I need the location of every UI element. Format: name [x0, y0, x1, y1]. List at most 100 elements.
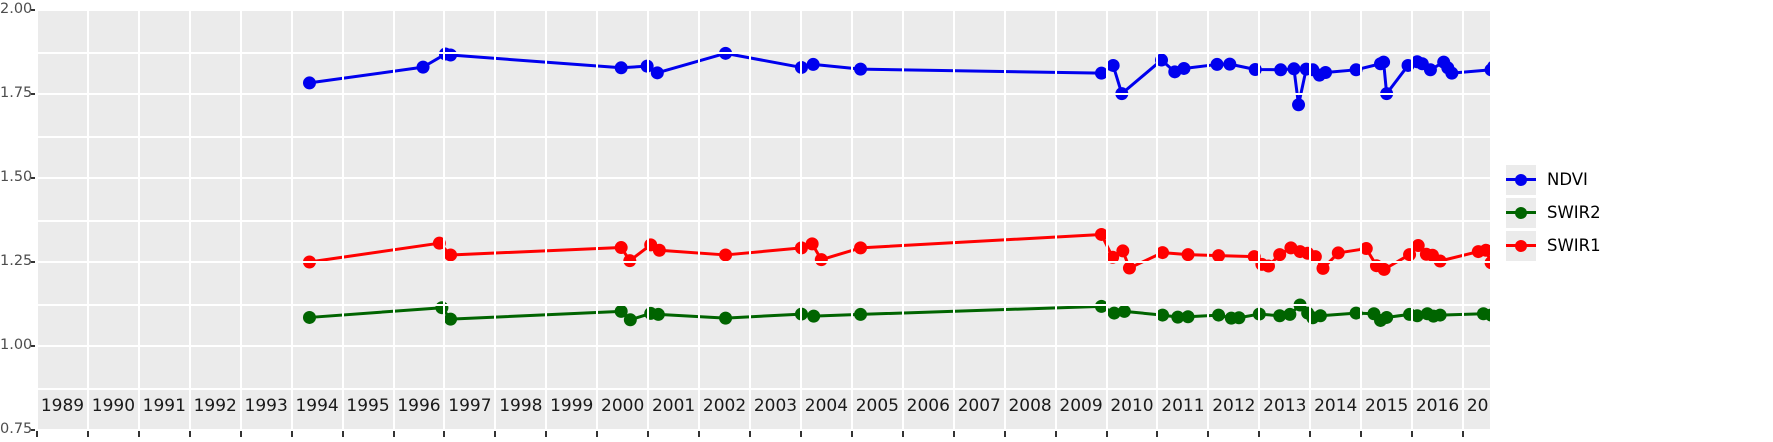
x-tick-label-2001: 2001 — [651, 396, 696, 416]
x-tick-label-2013: 2013 — [1263, 396, 1307, 416]
data-point — [1313, 309, 1327, 323]
x-tick-label-1991: 1991 — [142, 396, 186, 416]
data-point — [1377, 262, 1391, 276]
data-point — [651, 307, 665, 321]
x-tick-label-1990: 1990 — [91, 396, 136, 416]
legend-label: SWIR2 — [1547, 203, 1601, 222]
x-tick-mark — [647, 431, 650, 437]
data-point — [1411, 239, 1425, 253]
data-point — [854, 241, 868, 255]
data-point — [1273, 309, 1287, 323]
x-tick-mark — [1258, 431, 1261, 437]
x-tick-mark — [799, 431, 802, 437]
x-tick-mark — [1156, 431, 1159, 437]
data-point — [1274, 63, 1288, 77]
x-tick-label-2012: 2012 — [1212, 396, 1256, 416]
data-point — [650, 66, 664, 80]
data-point — [623, 313, 637, 327]
series-line — [307, 303, 1490, 322]
y-tick-label-1.25: 1.25 — [0, 253, 33, 269]
x-tick-mark — [494, 431, 497, 437]
gridline-vertical-major — [545, 10, 548, 430]
legend-label: NDVI — [1547, 170, 1588, 189]
legend: NDVI SWIR2 SWIR1 — [1506, 163, 1766, 262]
data-point — [1287, 62, 1301, 76]
x-tick-label-1992: 1992 — [193, 396, 237, 416]
x-tick-label-2008: 2008 — [1008, 396, 1052, 416]
x-tick-label-1993: 1993 — [244, 396, 288, 416]
data-point — [623, 254, 637, 268]
gridline-vertical-major — [1258, 10, 1261, 430]
x-tick-mark — [698, 431, 701, 437]
gridline-vertical-major — [799, 10, 802, 430]
gridline-vertical-major — [494, 10, 497, 430]
legend-item-swir1[interactable]: SWIR1 — [1506, 229, 1766, 262]
x-tick-mark — [1360, 431, 1363, 437]
data-point — [640, 59, 654, 73]
x-tick-label-2000: 2000 — [601, 396, 645, 416]
legend-item-swir2[interactable]: SWIR2 — [1506, 196, 1766, 229]
data-point — [1210, 57, 1224, 71]
data-point — [806, 57, 820, 71]
data-point — [1349, 306, 1363, 320]
gridline-vertical-major — [901, 10, 904, 430]
data-point — [1181, 310, 1195, 324]
legend-item-ndvi[interactable]: NDVI — [1506, 163, 1766, 196]
data-point — [1094, 66, 1108, 80]
x-tick-label-2005: 2005 — [855, 396, 899, 416]
gridline-horizontal-major — [37, 429, 1490, 430]
gridline-horizontal-major — [37, 177, 1490, 179]
data-point — [1116, 244, 1130, 258]
x-tick-mark — [545, 431, 548, 437]
x-tick-mark — [952, 431, 955, 437]
gridline-vertical-major — [850, 10, 853, 430]
data-point — [1380, 310, 1394, 324]
gridline-vertical-major — [137, 10, 140, 430]
data-point — [1117, 304, 1131, 318]
y-tick-label-1.50: 1.50 — [0, 169, 33, 185]
data-point — [1094, 299, 1108, 313]
x-tick-mark — [86, 431, 89, 437]
x-tick-label-2016: 2016 — [1415, 396, 1460, 416]
data-point — [432, 236, 446, 250]
data-point — [1273, 248, 1287, 262]
gridline-vertical-major — [341, 10, 344, 430]
data-point — [302, 76, 316, 90]
gridline-vertical-major — [1003, 10, 1006, 430]
legend-key-icon — [1506, 197, 1536, 228]
x-tick-label-1994: 1994 — [295, 396, 339, 416]
gridline-vertical-major — [1207, 10, 1210, 430]
data-point — [1423, 63, 1437, 77]
gridline-horizontal-minor — [37, 136, 1490, 138]
gridline-horizontal-major — [37, 10, 1490, 11]
x-tick-mark — [1003, 431, 1006, 437]
x-tick-mark — [1207, 431, 1210, 437]
data-point — [1212, 308, 1226, 322]
x-tick-label-1997: 1997 — [448, 396, 492, 416]
x-tick-label-2014: 2014 — [1314, 396, 1358, 416]
x-tick-mark — [1462, 431, 1465, 437]
data-point — [1177, 61, 1191, 75]
data-point — [1377, 55, 1391, 69]
x-tick-mark — [1105, 431, 1108, 437]
series-ndvi — [302, 46, 1490, 112]
gridline-vertical-major — [1309, 10, 1312, 430]
x-tick-mark — [749, 431, 752, 437]
x-tick-mark — [901, 431, 904, 437]
gridline-vertical-major — [1054, 10, 1057, 430]
gridline-vertical-major — [952, 10, 955, 430]
gridline-horizontal-minor — [37, 388, 1490, 390]
x-tick-label-2003: 2003 — [753, 396, 798, 416]
x-tick-mark — [1309, 431, 1312, 437]
data-point — [1292, 98, 1306, 112]
data-point — [614, 304, 628, 318]
x-tick-mark — [1411, 431, 1414, 437]
data-point — [444, 312, 458, 326]
y-tick-mark — [31, 93, 35, 95]
data-point — [814, 253, 828, 267]
y-tick-label-1.75: 1.75 — [0, 85, 33, 101]
gridline-vertical-major — [596, 10, 599, 430]
data-point — [1107, 306, 1121, 320]
gridline-vertical-major — [443, 10, 446, 430]
